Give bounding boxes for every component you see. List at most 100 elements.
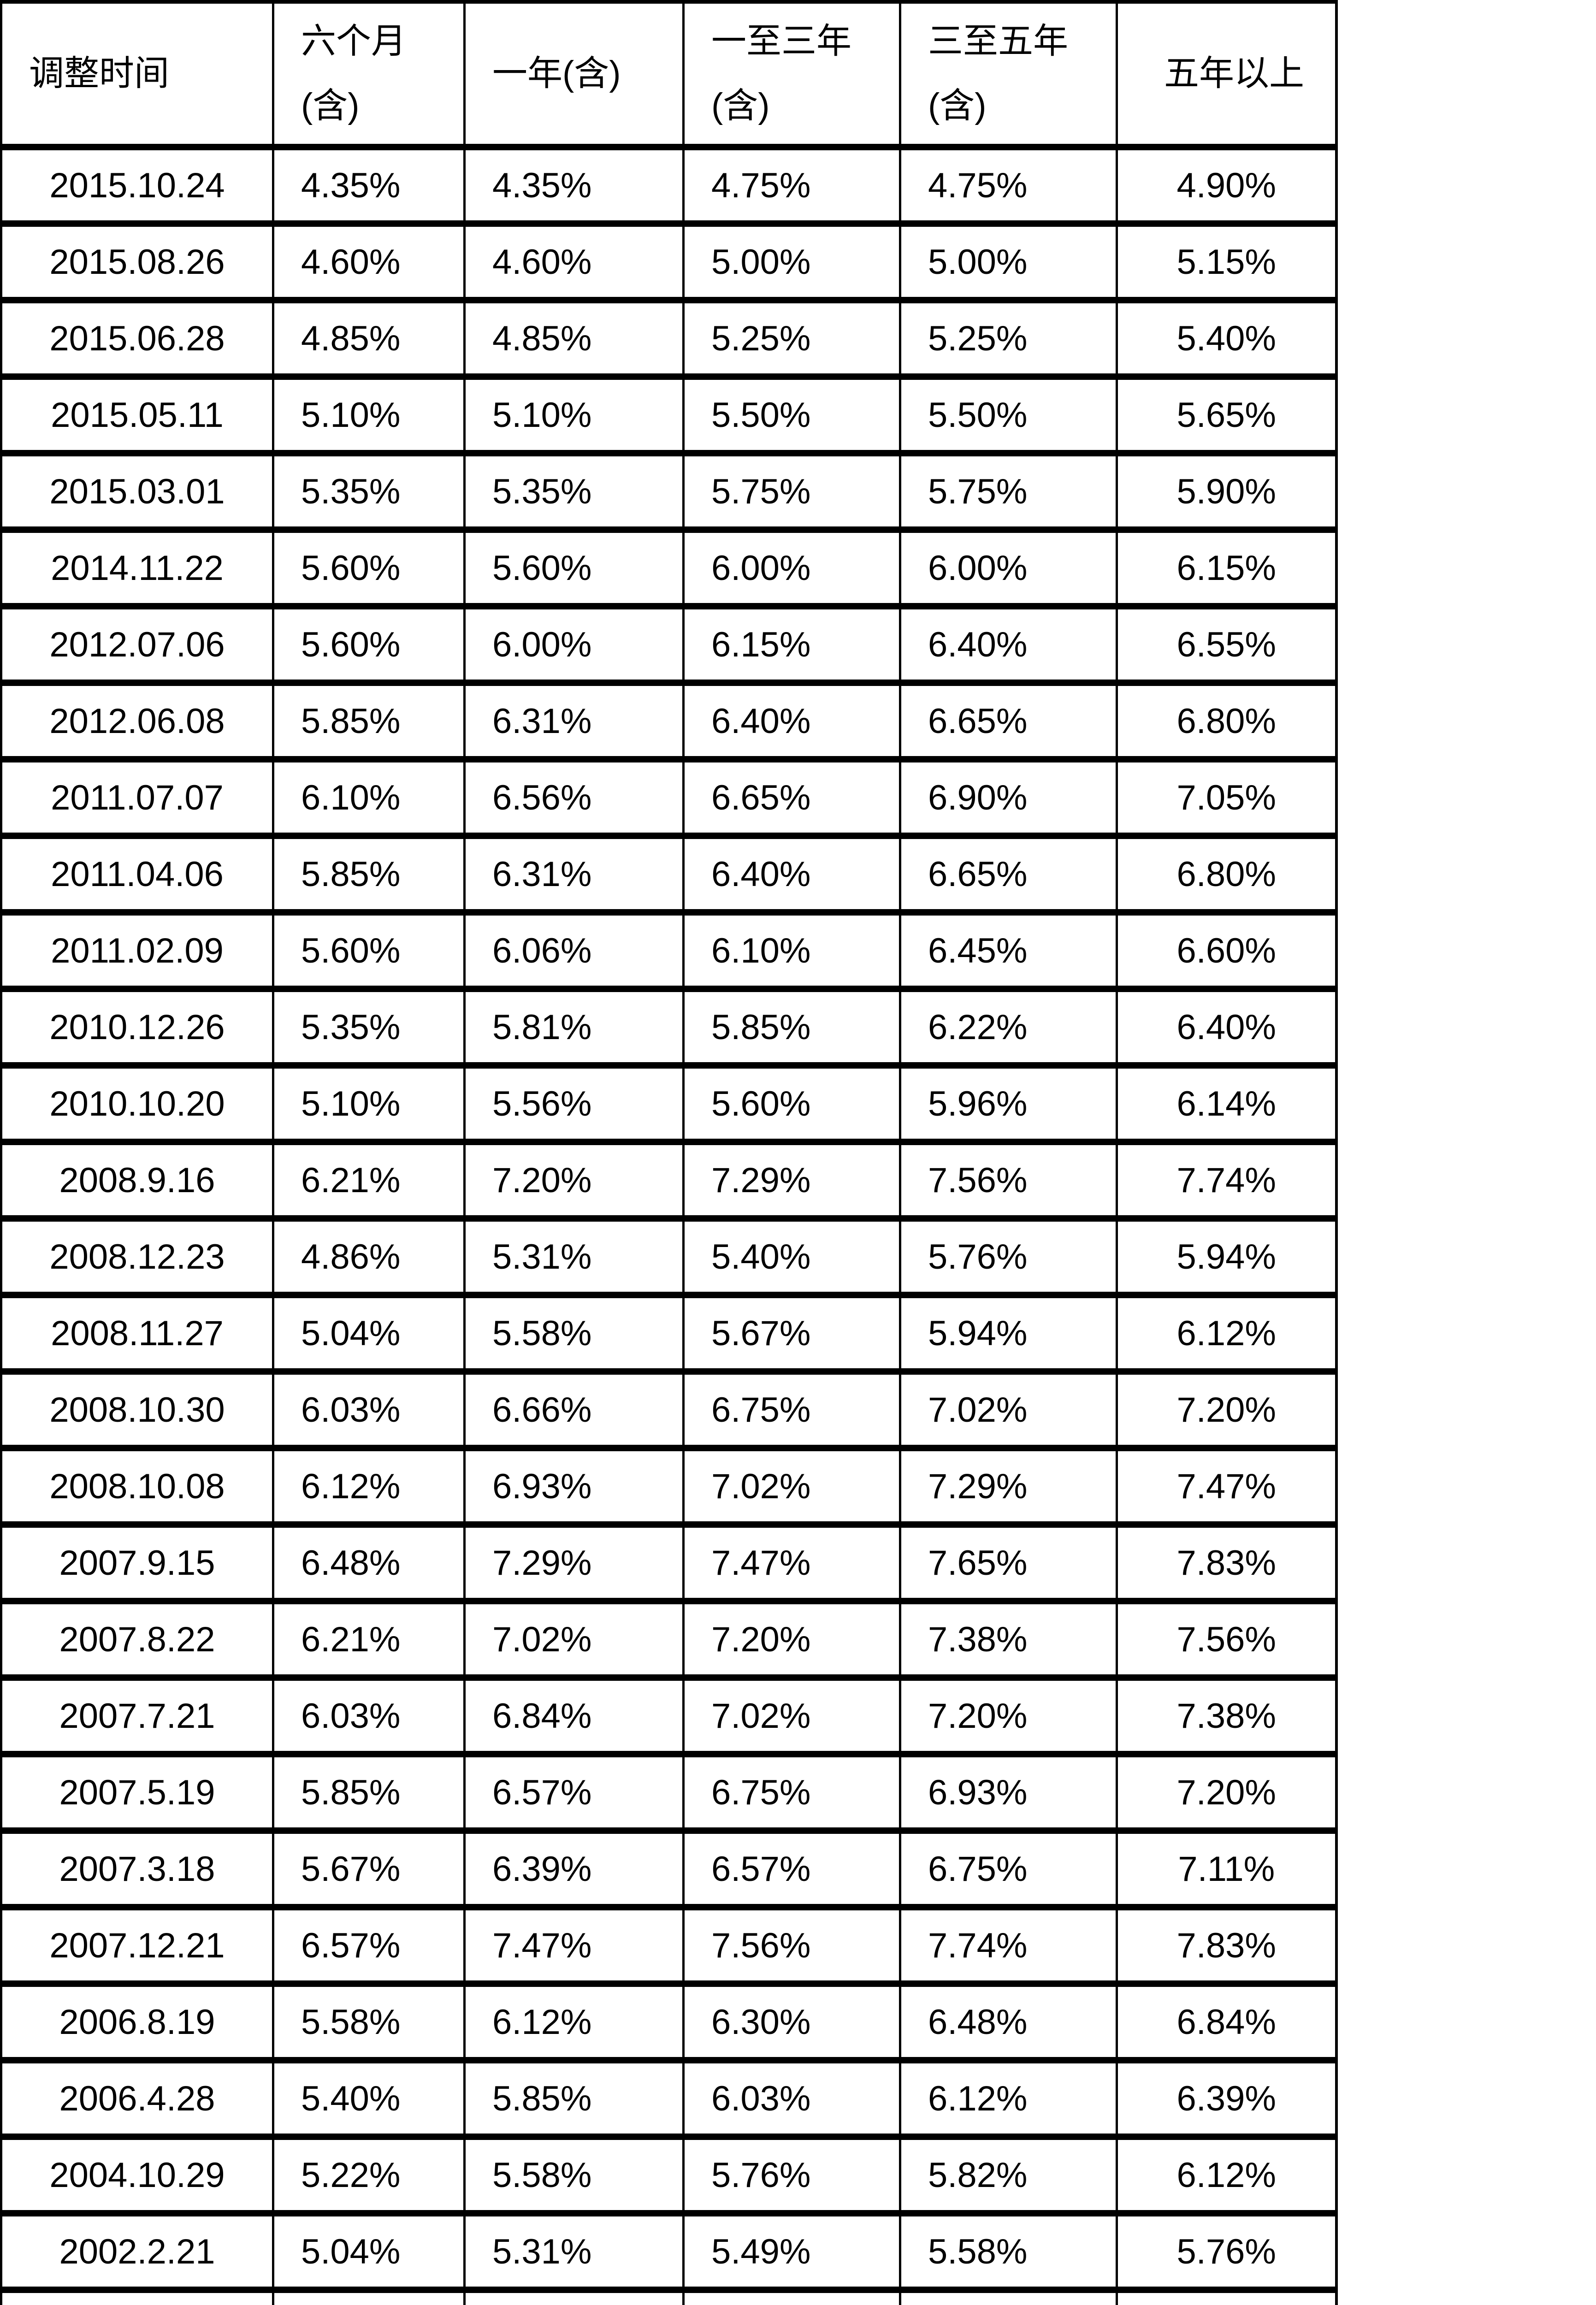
rate-cell: 6.06%	[463, 912, 685, 989]
table-row: 2006.4.28 5.40% 5.85% 6.03% 6.12% 6.39%	[0, 2060, 1337, 2137]
date-cell: 2008.12.23	[0, 1218, 274, 1295]
rate-cell: 6.55%	[1116, 606, 1337, 683]
rate-cell: 6.10%	[682, 912, 901, 989]
rate-cell: 6.00%	[899, 530, 1118, 606]
rate-cell: 6.21%	[272, 1601, 466, 1678]
rate-cell: 7.83%	[1116, 1907, 1337, 1984]
rate-cell: 4.35%	[272, 147, 466, 224]
rate-cell: 6.48%	[272, 1525, 466, 1601]
rate-cell: 5.94%	[899, 1295, 1118, 1371]
rate-cell: 6.90%	[899, 759, 1118, 836]
rate-cell: 7.20%	[1116, 1754, 1337, 1831]
rate-cell: 5.10%	[272, 1065, 466, 1142]
rate-cell: 7.20%	[682, 1601, 901, 1678]
rate-cell: 7.56%	[682, 1907, 901, 1984]
rate-cell: 6.03%	[272, 1371, 466, 1448]
interest-rate-table: 调整时间 六个月 (含) 一年(含) 一至三年 (含) 三至五年 (含) 五年以上 2015.1…	[0, 0, 1338, 2305]
rate-cell: 5.40%	[1116, 300, 1337, 377]
rate-cell: 6.15%	[1116, 530, 1337, 606]
rate-cell: 5.94%	[1116, 1218, 1337, 1295]
rate-cell: 7.29%	[463, 1525, 685, 1601]
rate-cell: 7.20%	[899, 1678, 1118, 1754]
rate-cell: 6.40%	[899, 606, 1118, 683]
rate-cell: 5.60%	[682, 1065, 901, 1142]
rate-cell: 6.75%	[899, 1831, 1118, 1907]
rate-cell: 7.47%	[682, 1525, 901, 1601]
date-cell: 2007.5.19	[0, 1754, 274, 1831]
date-cell: 2010.12.26	[0, 989, 274, 1065]
rate-cell: 7.02%	[899, 1371, 1118, 1448]
rate-cell: 7.02%	[682, 1448, 901, 1525]
rate-cell: 5.76%	[899, 1218, 1118, 1295]
rate-cell: 5.76%	[682, 2137, 901, 2213]
rate-cell: 6.12%	[272, 1448, 466, 1525]
rate-cell: 7.56%	[899, 1142, 1118, 1218]
rate-cell: 6.22%	[899, 989, 1118, 1065]
rate-cell: 5.04%	[272, 1295, 466, 1371]
rate-cell: 5.85%	[272, 683, 466, 759]
rate-cell: 6.93%	[899, 1754, 1118, 1831]
rate-cell: 6.75%	[682, 1371, 901, 1448]
rate-cell: 5.31%	[463, 1218, 685, 1295]
date-cell: 2006.8.19	[0, 1984, 274, 2060]
rate-cell: 7.74%	[899, 1907, 1118, 1984]
rate-cell: 5.60%	[272, 606, 466, 683]
header-cell-col5: 三至五年 (含)	[899, 2, 1118, 147]
rate-cell: 5.85%	[272, 1754, 466, 1831]
rate-cell: 6.31%	[463, 836, 685, 912]
header-line: 三至五年	[928, 22, 1068, 61]
rate-cell: 5.22%	[272, 2137, 466, 2213]
table-row: 2015.06.28 4.85% 4.85% 5.25% 5.25% 5.40%	[0, 300, 1337, 377]
rate-cell: 6.40%	[1116, 989, 1337, 1065]
rate-cell: 5.31%	[463, 2213, 685, 2290]
rate-cell: 5.58%	[463, 1295, 685, 1371]
table-row: 1999.6.105.58%5.85%5.94%6.03%6.21%	[0, 2290, 1337, 2305]
rate-cell: 5.82%	[899, 2137, 1118, 2213]
table-row: 2014.11.22 5.60% 5.60% 6.00% 6.00% 6.15%	[0, 530, 1337, 606]
rate-cell: 6.57%	[272, 1907, 466, 1984]
date-cell: 2008.9.16	[0, 1142, 274, 1218]
table-row: 2015.03.01 5.35% 5.35% 5.75% 5.75% 5.90%	[0, 453, 1337, 530]
rate-cell: 6.39%	[1116, 2060, 1337, 2137]
date-cell: 2008.10.30	[0, 1371, 274, 1448]
rate-cell: 7.29%	[899, 1448, 1118, 1525]
table-row: 2008.12.23 4.86% 5.31% 5.40% 5.76% 5.94%	[0, 1218, 1337, 1295]
rate-cell: 5.85%	[682, 989, 901, 1065]
header-line: 五年以上	[1164, 54, 1304, 93]
rate-cell: 6.65%	[899, 836, 1118, 912]
date-cell: 2014.11.22	[0, 530, 274, 606]
rate-cell: 6.12%	[1116, 2137, 1337, 2213]
header-line: 调整时间	[29, 54, 169, 93]
date-cell: 2012.06.08	[0, 683, 274, 759]
rate-cell: 6.57%	[463, 1754, 685, 1831]
rate-cell: 6.21%	[1116, 2290, 1337, 2305]
rate-cell: 5.75%	[682, 453, 901, 530]
rate-cell: 6.12%	[899, 2060, 1118, 2137]
rate-cell: 6.57%	[682, 1831, 901, 1907]
rate-cell: 5.56%	[463, 1065, 685, 1142]
rate-cell: 5.35%	[272, 453, 466, 530]
rate-cell: 6.14%	[1116, 1065, 1337, 1142]
rate-cell: 7.38%	[899, 1601, 1118, 1678]
rate-cell: 5.75%	[899, 453, 1118, 530]
rate-cell: 6.84%	[1116, 1984, 1337, 2060]
rate-cell: 6.21%	[272, 1142, 466, 1218]
date-cell: 2010.10.20	[0, 1065, 274, 1142]
rate-cell: 6.31%	[463, 683, 685, 759]
header-cell-col4: 一至三年 (含)	[682, 2, 901, 147]
rate-cell: 5.60%	[272, 912, 466, 989]
rate-cell: 5.60%	[463, 530, 685, 606]
rate-cell: 5.60%	[272, 530, 466, 606]
header-line: (含)	[928, 86, 987, 125]
rate-cell: 6.65%	[899, 683, 1118, 759]
date-cell: 2007.8.22	[0, 1601, 274, 1678]
rate-cell: 7.65%	[899, 1525, 1118, 1601]
rate-cell: 6.03%	[682, 2060, 901, 2137]
table-row: 2007.9.15 6.48% 7.29% 7.47% 7.65% 7.83%	[0, 1525, 1337, 1601]
rate-cell: 6.03%	[899, 2290, 1118, 2305]
date-cell: 2012.07.06	[0, 606, 274, 683]
table-row: 2011.04.06 5.85% 6.31% 6.40% 6.65% 6.80%	[0, 836, 1337, 912]
rate-cell: 6.30%	[682, 1984, 901, 2060]
rate-cell: 5.25%	[682, 300, 901, 377]
header-line: 六个月	[301, 22, 406, 61]
